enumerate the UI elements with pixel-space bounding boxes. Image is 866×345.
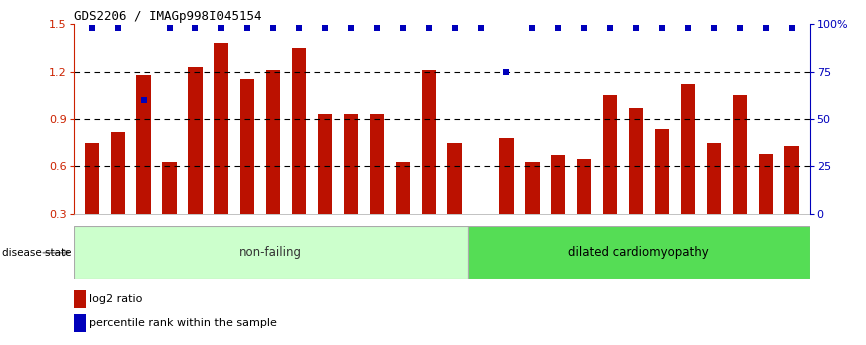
Bar <box>603 95 617 214</box>
Text: log2 ratio: log2 ratio <box>88 294 142 304</box>
Bar <box>448 143 462 214</box>
Bar <box>188 67 203 214</box>
Bar <box>292 48 307 214</box>
Bar <box>707 143 721 214</box>
Text: non-failing: non-failing <box>239 246 302 259</box>
Bar <box>74 290 86 308</box>
Text: dilated cardiomyopathy: dilated cardiomyopathy <box>568 246 709 259</box>
Bar <box>629 108 643 214</box>
Bar <box>422 70 436 214</box>
Bar <box>318 114 333 214</box>
Bar <box>577 159 591 214</box>
Bar <box>500 138 514 214</box>
Text: percentile rank within the sample: percentile rank within the sample <box>88 318 276 328</box>
Bar <box>526 162 540 214</box>
Bar <box>655 128 669 214</box>
Bar <box>551 155 565 214</box>
Bar <box>396 162 410 214</box>
Bar <box>240 79 255 214</box>
Bar <box>468 226 810 279</box>
Bar <box>214 43 229 214</box>
Bar <box>85 143 99 214</box>
Bar <box>137 75 151 214</box>
Bar <box>163 162 177 214</box>
Bar <box>266 70 281 214</box>
Bar <box>370 114 384 214</box>
Bar <box>111 132 125 214</box>
Bar <box>759 154 772 214</box>
Bar <box>733 95 746 214</box>
Text: disease state: disease state <box>2 248 71 258</box>
Bar <box>344 114 358 214</box>
Bar <box>74 226 468 279</box>
Bar <box>785 146 798 214</box>
Bar <box>681 84 695 214</box>
Bar <box>74 314 86 332</box>
Text: GDS2206 / IMAGp998I045154: GDS2206 / IMAGp998I045154 <box>74 10 262 23</box>
